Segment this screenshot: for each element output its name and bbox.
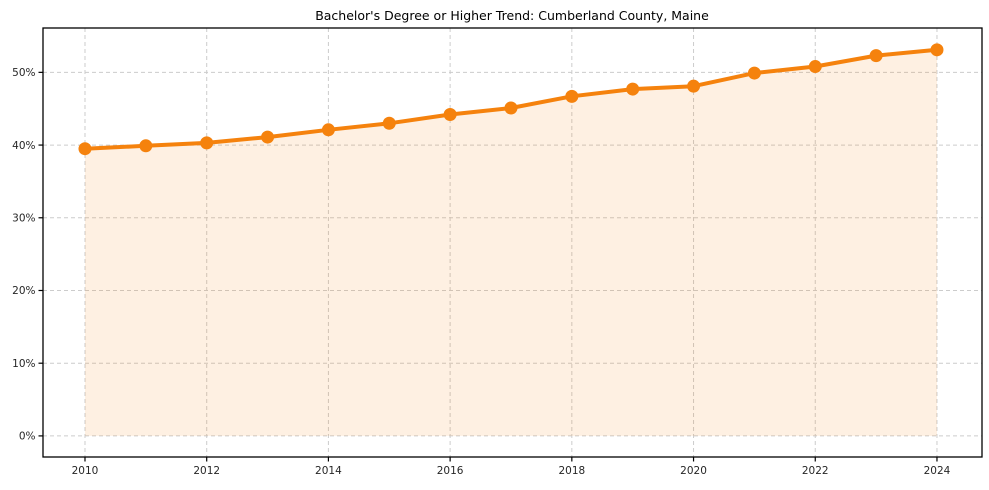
data-point-2023	[869, 49, 883, 63]
data-point-2022	[808, 60, 822, 74]
plot-border	[42, 27, 983, 458]
data-point-2011	[139, 139, 153, 153]
data-point-2016	[443, 108, 457, 122]
x-tick-label-2016: 2016	[437, 465, 464, 477]
x-tick-label-2020: 2020	[680, 465, 707, 477]
data-point-2020	[687, 79, 701, 93]
y-tick-label-20: 20%	[12, 285, 35, 297]
area-fill	[85, 49, 937, 436]
data-point-2019	[626, 82, 640, 96]
x-tick-label-2010: 2010	[72, 465, 99, 477]
data-point-2021	[747, 66, 761, 80]
data-point-2015	[382, 116, 396, 130]
y-tick-label-40: 40%	[12, 140, 35, 152]
plot-layer: 0% 10% 20% 30% 40% 50% 2010 2012 2014 2016 2018 202…	[12, 27, 983, 477]
x-tick-label-2014: 2014	[315, 465, 342, 477]
y-tick-label-30: 30%	[12, 212, 35, 224]
y-tick-label-50: 50%	[12, 67, 35, 79]
x-tick-label-2012: 2012	[193, 465, 220, 477]
x-tick-label-2018: 2018	[558, 465, 585, 477]
data-point-2018	[565, 89, 579, 103]
data-point-2024	[930, 43, 944, 57]
x-tick-label-2022: 2022	[802, 465, 829, 477]
x-tick-label-2024: 2024	[924, 465, 951, 477]
data-point-2010	[78, 142, 92, 156]
y-tick-label-10: 10%	[12, 358, 35, 370]
y-tick-label-0: 0%	[19, 431, 36, 443]
data-point-2013	[261, 130, 275, 144]
chart-title: Bachelor's Degree or Higher Trend: Cumbe…	[315, 8, 709, 23]
data-point-2014	[321, 123, 335, 137]
data-point-2017	[504, 101, 518, 115]
data-point-2012	[200, 136, 214, 150]
